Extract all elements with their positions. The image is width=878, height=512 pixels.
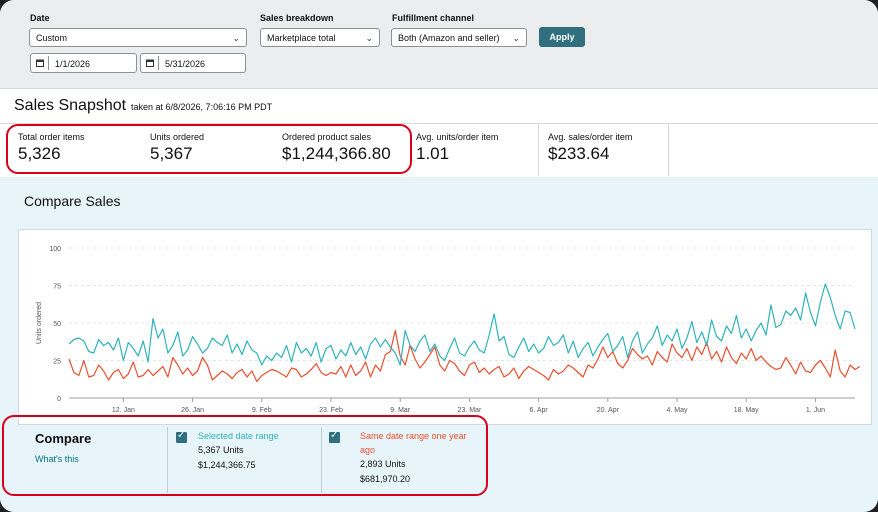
metric-divider: [668, 124, 669, 176]
metric-label: Avg. units/order item: [416, 132, 499, 142]
apply-button[interactable]: Apply: [539, 27, 585, 47]
sales-breakdown-label: Sales breakdown: [260, 13, 334, 23]
y-tick-label: 75: [53, 284, 61, 291]
x-tick-label: 23. Mar: [458, 407, 482, 414]
x-tick-label: 1. Jun: [806, 407, 825, 414]
compare-legend: Compare What's this ✓ Selected date rang…: [0, 427, 878, 497]
metric-value: 5,367: [150, 144, 193, 163]
end-date-field[interactable]: 5/31/2026: [140, 53, 246, 73]
selected-range-checkbox[interactable]: ✓: [176, 430, 187, 443]
metric-label: Total order items: [18, 132, 85, 142]
selected-range-name: Selected date range: [198, 431, 279, 441]
fulfillment-channel-value: Both (Amazon and seller): [398, 33, 500, 43]
previous-range-units: 2,893 Units: [360, 459, 406, 469]
start-date-value: 1/1/2026: [55, 59, 91, 69]
x-tick-label: 20. Apr: [597, 407, 620, 414]
line-chart-svg: 0 25 50 75 100 Units ordered 12. Jan 26. Jan 9. …: [36, 246, 861, 414]
x-tick-label: 26. Jan: [181, 407, 204, 414]
x-tick-label: 4. May: [667, 407, 689, 414]
date-label: Date: [30, 13, 50, 23]
y-tick-label: 0: [57, 396, 61, 403]
fulfillment-channel-select[interactable]: Both (Amazon and seller) ⌄: [391, 28, 527, 47]
compare-sales-title: Compare Sales: [24, 193, 121, 209]
previous-range-checkbox[interactable]: ✓: [329, 430, 340, 443]
selected-range-units: 5,367 Units: [198, 445, 244, 455]
metric-label: Units ordered: [150, 132, 205, 142]
metric-label: Avg. sales/order item: [548, 132, 633, 142]
x-tick-label: 6. Apr: [529, 407, 548, 414]
y-axis-label: Units ordered: [36, 302, 43, 344]
legend-divider: [321, 427, 322, 493]
previous-range-sales: $681,970.20: [360, 474, 411, 484]
sales-snapshot-header: Sales Snapshot taken at 6/8/2026, 7:06:1…: [0, 89, 878, 124]
checkmark-icon: ✓: [330, 430, 339, 441]
metric-value: $233.64: [548, 144, 610, 163]
checkmark-icon: ✓: [177, 430, 186, 441]
highlight-ring-metrics: [6, 124, 412, 174]
date-range-value: Custom: [36, 33, 68, 43]
legend-divider: [167, 427, 168, 493]
units-ordered-chart: 0 25 50 75 100 Units ordered 12. Jan 26. Jan 9. …: [18, 229, 872, 425]
chevron-down-icon: ⌄: [232, 33, 240, 43]
previous-range-name: Same date range one year ago: [360, 431, 467, 455]
sales-snapshot-title: Sales Snapshot: [14, 97, 127, 114]
calendar-icon: [36, 59, 44, 67]
sales-breakdown-value: Marketplace total: [267, 33, 336, 43]
x-tick-label: 23. Feb: [319, 407, 343, 414]
snapshot-timestamp: taken at 6/8/2026, 7:06:16 PM PDT: [131, 102, 273, 112]
chevron-down-icon: ⌄: [512, 33, 520, 43]
highlight-ring-compare: [2, 415, 488, 496]
metric-divider: [538, 124, 539, 176]
metric-value: $1,244,366.80: [282, 144, 391, 163]
x-tick-label: 9. Feb: [252, 407, 272, 414]
y-tick-label: 25: [53, 359, 61, 366]
x-tick-label: 12. Jan: [112, 407, 135, 414]
metric-value: 1.01: [416, 144, 450, 163]
x-tick-label: 9. Mar: [390, 407, 411, 414]
chevron-down-icon: ⌄: [365, 33, 373, 43]
calendar-icon: [146, 59, 154, 67]
y-tick-label: 50: [53, 321, 61, 328]
metric-value: 5,326: [18, 144, 61, 163]
selected-range-line: [68, 283, 856, 366]
previous-range-line: [68, 329, 861, 383]
whats-this-link[interactable]: What's this: [35, 454, 79, 464]
snapshot-metrics: Total order items 5,326 Units ordered 5,…: [0, 124, 878, 176]
start-date-field[interactable]: 1/1/2026: [30, 53, 137, 73]
compare-title: Compare: [35, 431, 92, 446]
x-tick-label: 18. May: [734, 407, 759, 414]
y-tick-label: 100: [49, 246, 61, 253]
compare-sales-section: Compare Sales 0 25 50 75 100 Units ordered 12.…: [0, 177, 878, 512]
fulfillment-channel-label: Fulfillment channel: [392, 13, 475, 23]
sales-breakdown-select[interactable]: Marketplace total ⌄: [260, 28, 380, 47]
metric-label: Ordered product sales: [282, 132, 372, 142]
date-range-select[interactable]: Custom ⌄: [29, 28, 247, 47]
selected-range-sales: $1,244,366.75: [198, 460, 256, 470]
end-date-value: 5/31/2026: [165, 59, 206, 69]
filter-bar: Date Custom ⌄ 1/1/2026 5/31/2026 Sales b…: [0, 0, 878, 89]
